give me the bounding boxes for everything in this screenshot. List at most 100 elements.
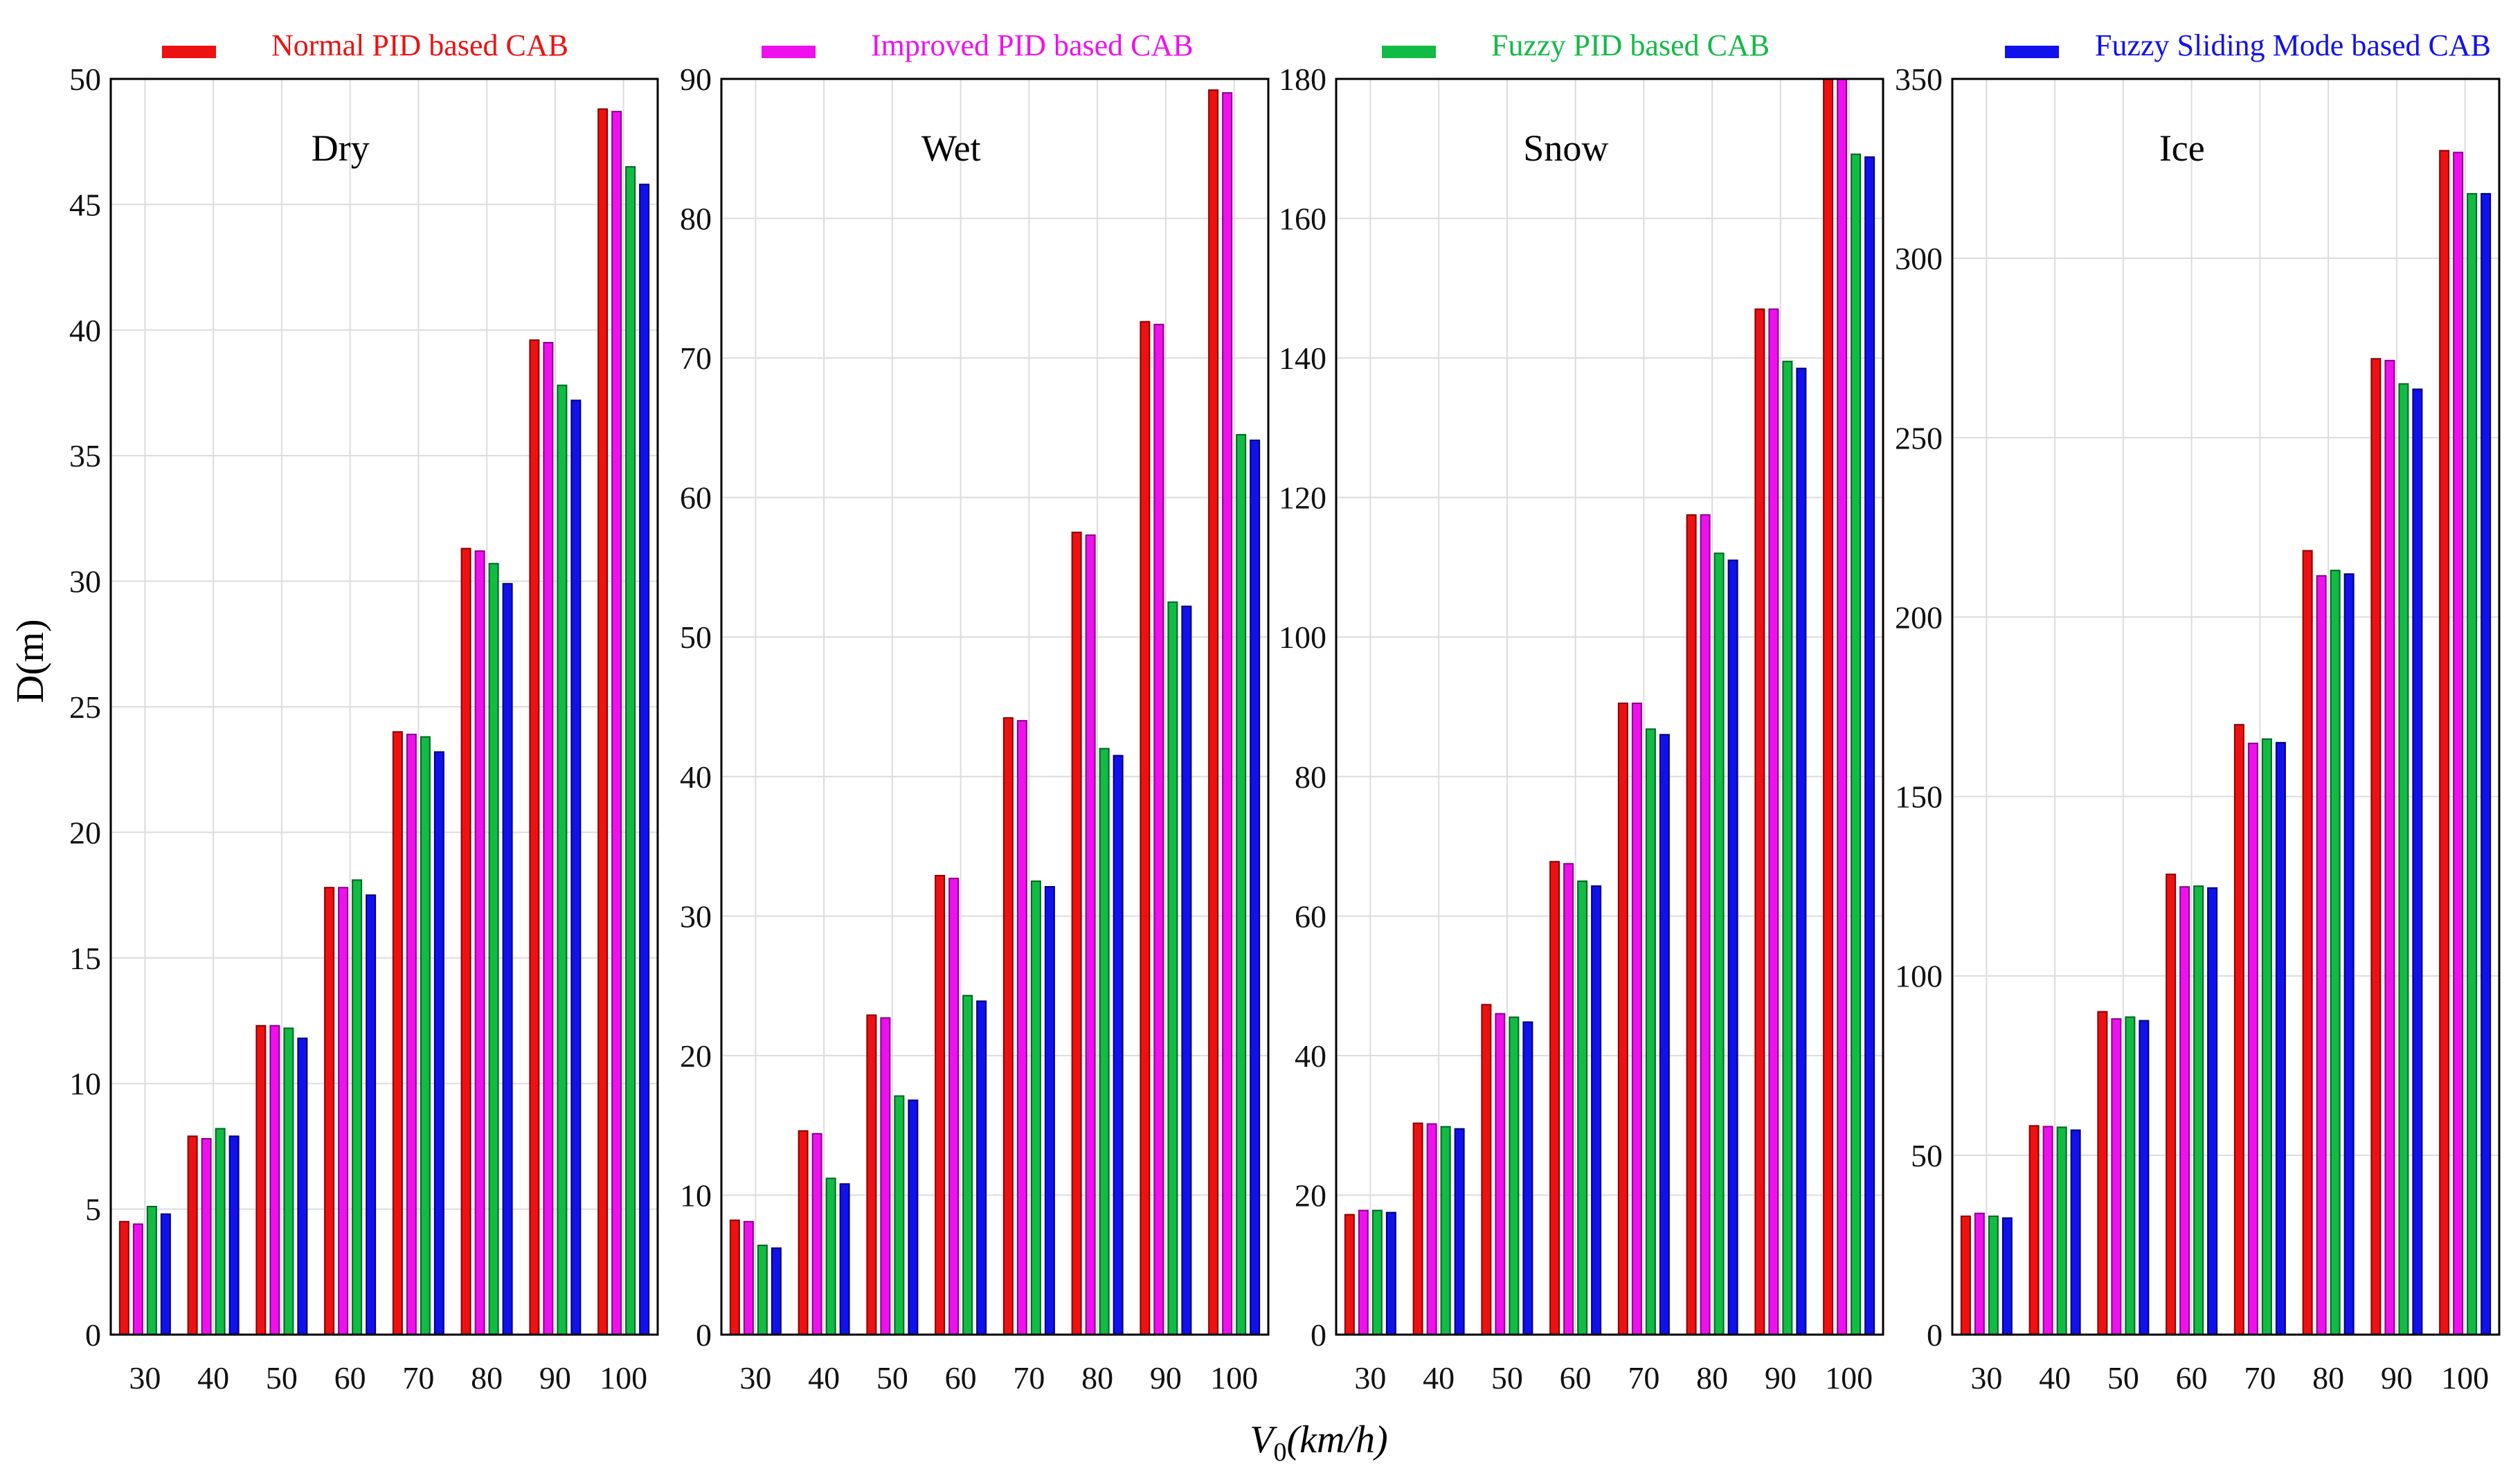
bar [2166, 874, 2177, 1335]
bar [543, 341, 554, 1336]
bar [639, 183, 650, 1336]
y-tick-label: 5 [85, 1192, 101, 1227]
y-tick-label: 10 [680, 1177, 712, 1213]
x-tick-label: 60 [1560, 1360, 1592, 1396]
bar [338, 887, 349, 1335]
bar [406, 733, 417, 1335]
bar [962, 995, 973, 1335]
bar [366, 894, 377, 1335]
plot-frame [1951, 78, 2501, 1336]
bar [2056, 1126, 2067, 1336]
plot-frame [1335, 78, 1884, 1336]
y-tick-label: 80 [680, 201, 712, 237]
panel-title: Snow [1523, 127, 1608, 169]
bar [1796, 368, 1807, 1335]
bar [1577, 880, 1588, 1335]
bar [2097, 1011, 2108, 1335]
y-tick-label: 100 [1895, 959, 1943, 994]
bar [811, 1132, 822, 1335]
bar [1002, 717, 1014, 1335]
panel-title: Dry [312, 127, 370, 169]
bar [201, 1138, 212, 1335]
x-axis-label: V0(km/h) [1250, 1418, 1387, 1467]
bar [1167, 601, 1178, 1335]
y-tick-label: 300 [1895, 241, 1943, 276]
bar [1099, 748, 1110, 1335]
y-tick-label: 0 [1311, 1317, 1326, 1353]
bar [1250, 440, 1261, 1335]
bar [1385, 1211, 1396, 1336]
y-tick-label: 45 [69, 187, 101, 222]
bar [798, 1130, 809, 1335]
x-tick-label: 80 [1081, 1360, 1113, 1396]
bar [1522, 1021, 1533, 1335]
bar [1549, 860, 1560, 1335]
bar [2316, 575, 2327, 1336]
x-tick-label: 40 [197, 1360, 229, 1396]
bar [1454, 1128, 1465, 1335]
x-tick-label: 100 [1825, 1360, 1873, 1396]
y-tick-label: 120 [1279, 480, 1326, 516]
bar [1631, 702, 1642, 1335]
bar [433, 751, 444, 1335]
x-tick-label: 90 [1765, 1360, 1797, 1396]
bar [1509, 1016, 1520, 1335]
x-tick-label: 80 [1696, 1360, 1728, 1396]
y-tick-label: 70 [680, 341, 712, 376]
bar [269, 1025, 280, 1335]
legend-swatch [162, 46, 216, 58]
bar [935, 874, 946, 1335]
x-tick-label: 50 [2107, 1360, 2139, 1396]
bar [894, 1095, 905, 1335]
bar [625, 165, 636, 1336]
bar [187, 1135, 198, 1335]
bar [392, 731, 403, 1335]
bar [2179, 886, 2190, 1335]
x-tick-label: 90 [1150, 1360, 1182, 1396]
panel-wet: 0 10 20 30 40 50 60 70 80 90 30 40 50 60 70 80 90 100 Wet [680, 62, 1270, 1396]
y-tick-label: 40 [1295, 1038, 1326, 1074]
bar [611, 111, 622, 1336]
bar [1071, 532, 1082, 1335]
bar [297, 1037, 308, 1335]
bar [474, 550, 485, 1336]
bar [1222, 92, 1233, 1336]
x-tick-label: 70 [1628, 1360, 1659, 1396]
y-tick-label: 25 [69, 689, 101, 725]
bar [2467, 192, 2478, 1335]
bar [2453, 152, 2464, 1336]
bar [976, 1000, 987, 1335]
panel-dry: 0 5 10 15 20 25 30 35 40 45 50 30 40 50 60 70 80 90 100 Dry [69, 62, 659, 1396]
y-tick-label: 10 [69, 1066, 101, 1101]
legend-swatch [2005, 46, 2059, 58]
bar [2481, 192, 2492, 1335]
bar [2384, 359, 2395, 1336]
bar [866, 1014, 877, 1335]
bar [597, 108, 609, 1335]
panel-snow: 0 20 40 60 80 100 120 140 160 180 30 40 50 60 70 80 90 10… [1279, 62, 1884, 1396]
y-tick-label: 100 [1279, 620, 1326, 655]
bar [1591, 885, 1602, 1335]
bar [215, 1128, 226, 1336]
bar [2070, 1129, 2081, 1335]
y-tick-label: 50 [69, 62, 101, 97]
y-tick-label: 180 [1279, 62, 1326, 97]
bar [1140, 321, 1151, 1335]
bar [743, 1220, 754, 1335]
bar [529, 339, 540, 1335]
bar [2275, 741, 2286, 1336]
x-tick-label: 100 [600, 1360, 647, 1396]
x-tick-label: 70 [2244, 1360, 2276, 1396]
x-axis-label-unit: (km/h) [1287, 1418, 1388, 1461]
bar [839, 1183, 850, 1335]
bar [502, 583, 513, 1335]
y-tick-label: 50 [1911, 1138, 1943, 1173]
bar [2247, 742, 2258, 1335]
y-tick-label: 0 [85, 1317, 101, 1353]
bar [2207, 887, 2218, 1335]
bar [570, 399, 582, 1335]
x-tick-label: 90 [2381, 1360, 2413, 1396]
panel-title: Ice [2159, 127, 2205, 169]
